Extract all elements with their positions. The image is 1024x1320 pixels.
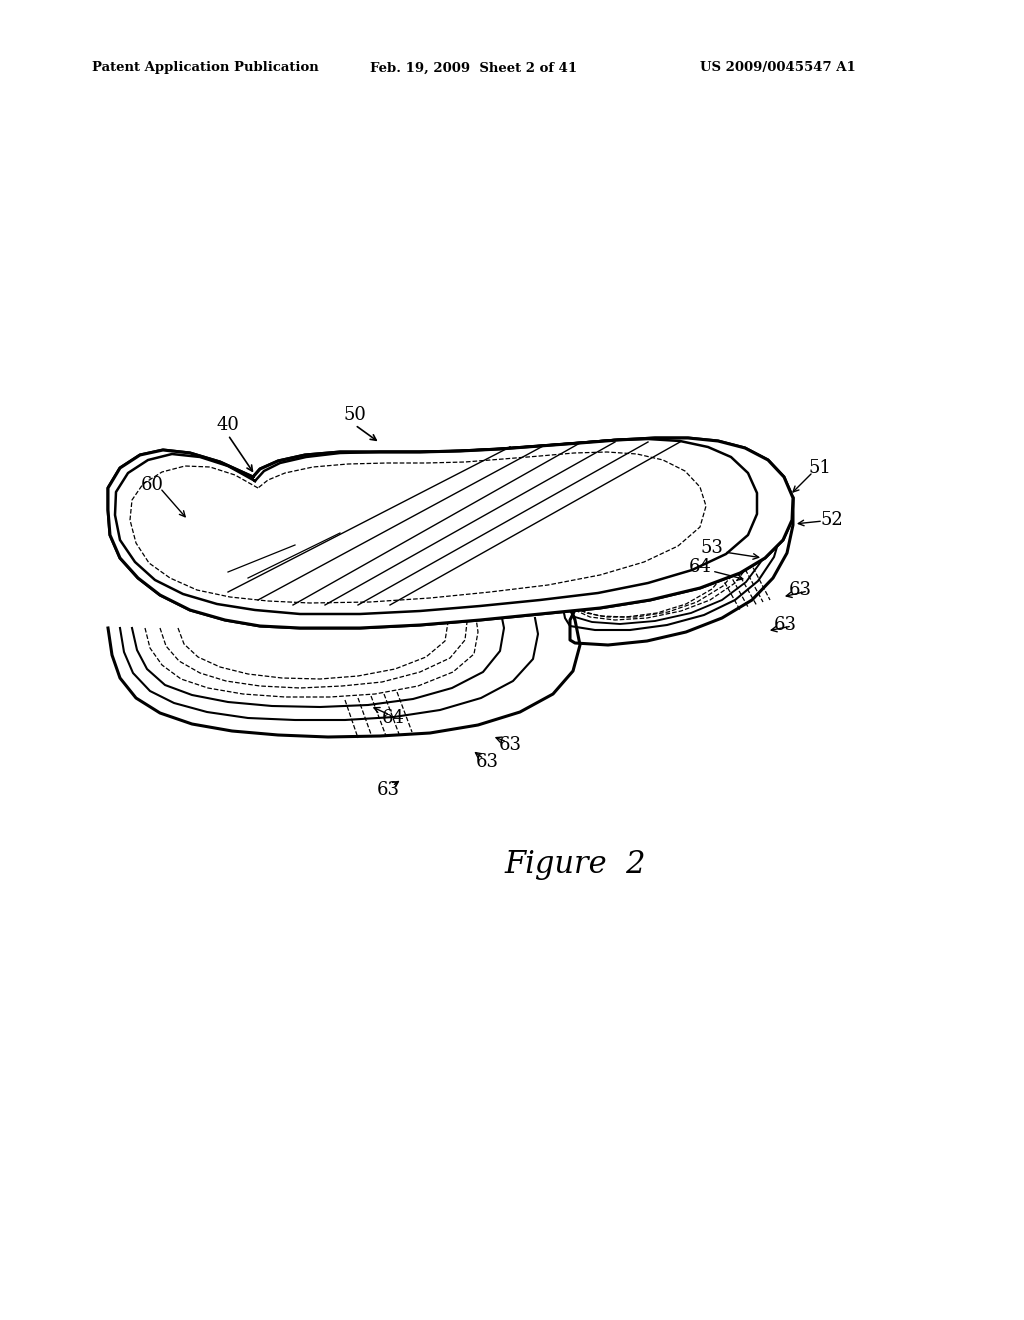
Text: Figure  2: Figure 2 <box>504 850 646 880</box>
Text: 63: 63 <box>499 737 521 754</box>
Text: 50: 50 <box>344 407 367 424</box>
Text: 63: 63 <box>788 581 811 599</box>
Text: 64: 64 <box>688 558 712 576</box>
Text: 51: 51 <box>809 459 831 477</box>
Text: Feb. 19, 2009  Sheet 2 of 41: Feb. 19, 2009 Sheet 2 of 41 <box>370 62 578 74</box>
Text: 63: 63 <box>377 781 399 799</box>
Text: 52: 52 <box>820 511 844 529</box>
Text: 40: 40 <box>216 416 240 434</box>
Text: 64: 64 <box>382 709 404 727</box>
Polygon shape <box>108 498 793 742</box>
Text: Patent Application Publication: Patent Application Publication <box>92 62 318 74</box>
Text: 63: 63 <box>475 752 499 771</box>
Text: 53: 53 <box>700 539 723 557</box>
Text: 60: 60 <box>140 477 164 494</box>
Polygon shape <box>108 438 793 628</box>
Text: US 2009/0045547 A1: US 2009/0045547 A1 <box>700 62 856 74</box>
Polygon shape <box>108 438 793 628</box>
Text: 63: 63 <box>773 616 797 634</box>
